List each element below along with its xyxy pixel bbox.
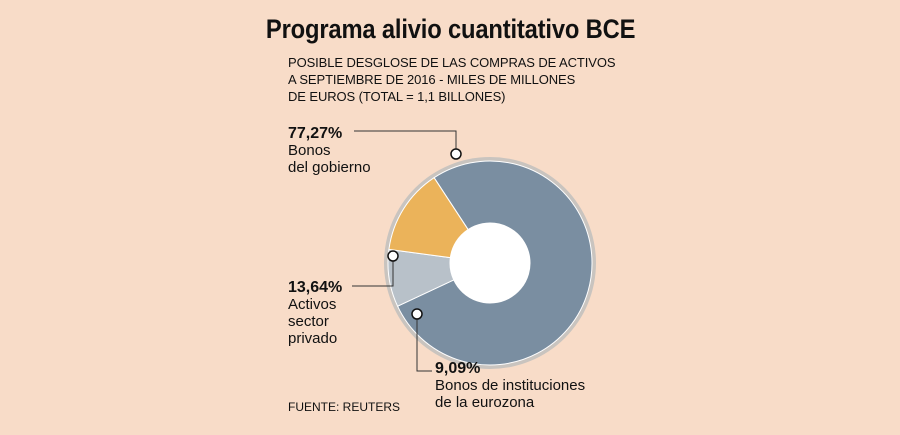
data-label-category: Activos xyxy=(288,296,336,313)
data-label-percent: 13,64% xyxy=(288,279,342,296)
chart-title: Programa alivio cuantitativo BCE xyxy=(265,14,636,44)
callout-dot xyxy=(387,250,399,262)
data-label-category: del gobierno xyxy=(288,159,371,176)
data-label-percent: 77,27% xyxy=(288,125,342,142)
data-label-category: privado xyxy=(288,330,337,347)
data-label-category: Bonos de instituciones xyxy=(435,377,585,394)
callout-line xyxy=(352,256,394,287)
data-label-category: sector xyxy=(288,313,329,330)
subtitle-line: DE EUROS (TOTAL = 1,1 BILLONES) xyxy=(288,89,506,104)
subtitle-line: A SEPTIEMBRE DE 2016 - MILES DE MILLONES xyxy=(288,72,576,87)
callout-line xyxy=(416,314,432,372)
callout-dot xyxy=(450,148,462,160)
source-note: FUENTE: REUTERS xyxy=(288,400,401,414)
callout-dot xyxy=(411,308,423,320)
data-label-category: Bonos xyxy=(288,142,331,159)
data-label-category: de la eurozona xyxy=(435,394,535,411)
donut-hole xyxy=(450,223,530,303)
subtitle-line: POSIBLE DESGLOSE DE LAS COMPRAS DE ACTIV… xyxy=(288,55,616,70)
pie-slice xyxy=(388,176,469,259)
data-label-percent: 9,09% xyxy=(435,360,480,377)
chart-subtitle: POSIBLE DESGLOSE DE LAS COMPRAS DE ACTIV… xyxy=(288,54,628,105)
callout-line xyxy=(354,130,457,154)
